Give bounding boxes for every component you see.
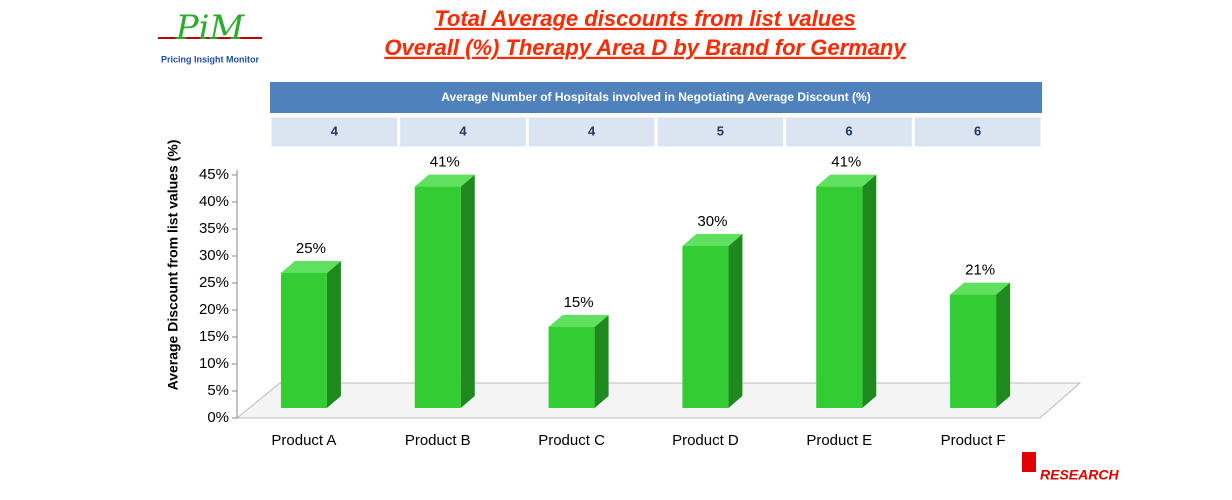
y-tick-label: 5% [207, 382, 229, 399]
y-tick-label: 35% [199, 220, 229, 237]
table-cell [527, 116, 656, 148]
value-label: 41% [831, 154, 861, 171]
y-tick-label: 40% [199, 193, 229, 210]
y-tick-label: 45% [199, 166, 229, 183]
table-cell [656, 116, 785, 148]
bar-top [950, 282, 1011, 295]
bar [548, 327, 595, 408]
value-label: 21% [965, 262, 995, 279]
bar [816, 186, 863, 408]
bar-top [548, 315, 609, 327]
table-value: 4 [588, 123, 596, 138]
x-tick-label: Product E [806, 432, 872, 449]
bar-top [280, 261, 341, 273]
x-tick-label: Product C [538, 432, 605, 449]
brand-text: RESEARCH [1040, 467, 1119, 483]
table-value: 6 [845, 123, 852, 138]
bar [950, 294, 997, 408]
y-axis-label: Average Discount from list values (%) [165, 140, 181, 391]
table-value: 4 [459, 123, 467, 138]
x-tick-label: Product F [941, 432, 1006, 449]
table-cell [785, 116, 913, 148]
table-value: 5 [717, 123, 724, 138]
table-cell [270, 116, 399, 148]
bar-side [996, 282, 1011, 408]
bar-side [862, 174, 877, 408]
bar-top [414, 174, 475, 187]
table-header-bg [270, 82, 1042, 113]
brand-logo: RESEARCH [1022, 452, 1119, 483]
x-tick-label: Product D [672, 432, 739, 449]
table-value: 4 [331, 123, 339, 138]
y-tick-label: 30% [199, 247, 229, 264]
table-value: 6 [974, 123, 981, 138]
y-tick-label: 15% [199, 328, 229, 345]
value-label: 30% [697, 213, 727, 230]
bar-side [594, 315, 609, 408]
bar-side [460, 174, 475, 408]
value-label: 25% [296, 240, 326, 257]
y-tick-label: 20% [199, 301, 229, 318]
y-tick-label: 25% [199, 274, 229, 291]
logo: PiM Pricing Insight Monitor [158, 8, 262, 64]
bar [682, 246, 729, 408]
chart-title: Total Average discounts from list values [434, 6, 855, 31]
bar-top [816, 174, 877, 187]
x-tick-label: Product A [271, 432, 336, 449]
y-tick-label: 0% [207, 409, 229, 426]
table-cell [913, 116, 1042, 148]
logo-text: Pricing Insight Monitor [161, 54, 259, 64]
y-tick-label: 10% [199, 355, 229, 372]
table-cell [399, 116, 527, 148]
table-header: Average Number of Hospitals involved in … [441, 90, 870, 104]
bar [414, 186, 461, 408]
bar [280, 273, 327, 408]
bar-top [682, 234, 743, 246]
value-label: 15% [564, 294, 594, 311]
value-label: 41% [430, 154, 460, 171]
chart-subtitle: Overall (%) Therapy Area D by Brand for … [384, 35, 907, 60]
logo-mark: PiM [175, 8, 246, 48]
bar-side [728, 234, 743, 408]
x-tick-label: Product B [405, 432, 471, 449]
bar-side [326, 261, 341, 408]
